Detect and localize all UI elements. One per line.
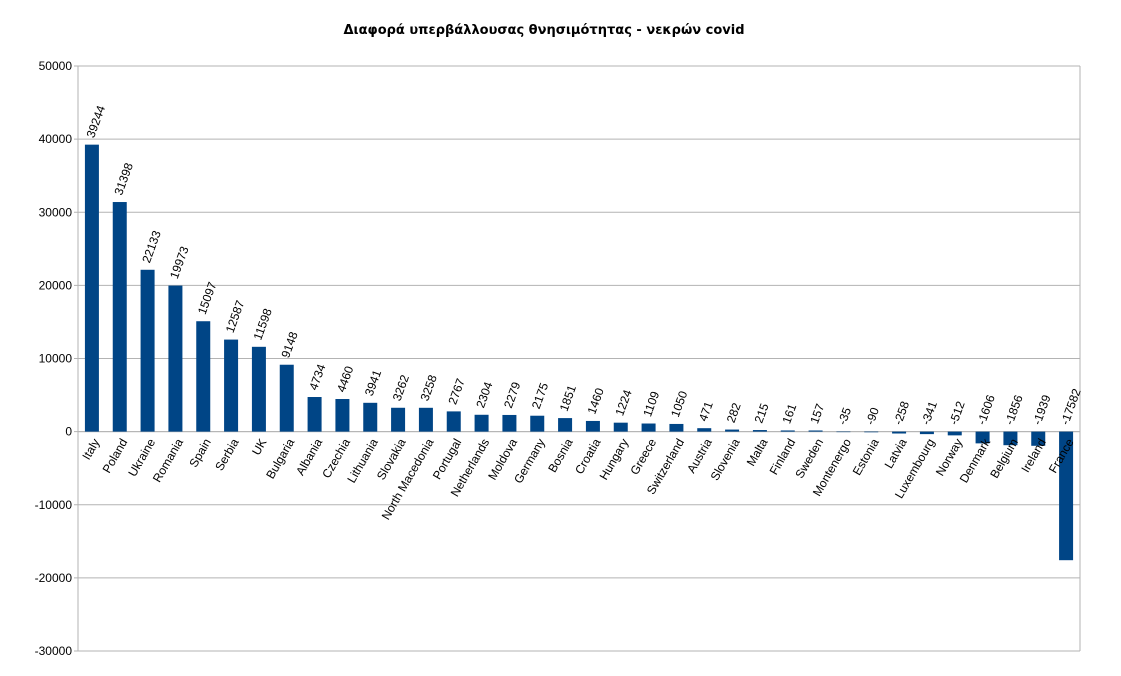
bar — [836, 431, 851, 433]
bar — [112, 202, 127, 432]
bar — [363, 402, 378, 432]
data-label: 19973 — [167, 244, 192, 280]
bar — [669, 423, 684, 432]
bar — [502, 414, 517, 432]
bar — [975, 431, 990, 444]
y-tick-label: 40000 — [39, 132, 73, 146]
bar — [279, 364, 294, 432]
data-label: 157 — [807, 402, 827, 426]
bar — [641, 423, 656, 432]
data-label: 1224 — [612, 388, 634, 418]
data-label: -35 — [835, 405, 854, 426]
data-label: 2767 — [445, 376, 467, 406]
data-label: -90 — [863, 405, 882, 426]
data-label: 2279 — [501, 380, 523, 410]
data-label: 3262 — [390, 373, 412, 403]
bar — [947, 431, 962, 436]
data-label: 3258 — [418, 373, 440, 403]
x-tick-label: Spain — [186, 436, 213, 470]
data-label: -341 — [919, 399, 940, 427]
bar — [446, 411, 461, 432]
bar — [558, 418, 573, 432]
data-label: 39244 — [84, 103, 109, 139]
data-label: -1856 — [1002, 393, 1026, 427]
x-tick-label: Italy — [79, 436, 102, 462]
data-label: 22133 — [139, 228, 164, 264]
bar — [168, 285, 183, 432]
data-label: -258 — [891, 399, 912, 427]
data-label: 1109 — [640, 389, 662, 418]
bar — [864, 431, 879, 433]
data-label: 1460 — [585, 386, 607, 416]
x-tick-label: Serbia — [212, 436, 242, 473]
y-axis: 50000 40000 30000 20000 10000 0 -10000 -20000 -3… — [35, 59, 1081, 658]
bar — [780, 430, 795, 432]
data-label: 471 — [696, 399, 716, 423]
x-tick-label: UK — [249, 436, 269, 457]
bar — [1031, 431, 1046, 446]
bar — [808, 430, 823, 432]
y-tick-label: 0 — [65, 425, 72, 439]
data-label: 11598 — [251, 306, 275, 342]
x-tick-label: Latvia — [882, 436, 910, 471]
data-label: 1851 — [557, 383, 579, 413]
bar — [307, 397, 322, 432]
bar — [474, 414, 489, 432]
bar — [140, 269, 155, 432]
data-label: 31398 — [111, 161, 136, 197]
bar — [530, 415, 545, 432]
data-label: 2175 — [529, 381, 551, 411]
bar — [391, 407, 406, 432]
bar — [697, 428, 712, 432]
data-label: 282 — [724, 401, 744, 425]
y-tick-label: -20000 — [35, 571, 73, 585]
x-tick-label: Ireland — [1018, 436, 1048, 475]
data-label: -1606 — [974, 393, 998, 427]
bar — [335, 399, 350, 432]
y-tick-label: 10000 — [39, 352, 73, 366]
y-tick-label: 50000 — [39, 59, 73, 73]
data-label: 2304 — [473, 380, 495, 410]
bar — [892, 431, 907, 434]
data-label: 161 — [779, 402, 799, 426]
gridlines — [78, 65, 1080, 652]
bar — [418, 407, 433, 432]
bar — [224, 339, 239, 432]
bar — [919, 431, 934, 435]
x-tick-label: Estonia — [850, 436, 882, 478]
data-label: 3941 — [362, 368, 384, 398]
y-tick-label: 30000 — [39, 205, 73, 219]
data-label: 1050 — [668, 389, 690, 419]
bar — [1003, 431, 1018, 446]
bar — [1059, 431, 1074, 561]
data-label: 9148 — [278, 330, 300, 360]
data-label: -1939 — [1030, 393, 1054, 427]
bars — [84, 144, 1074, 561]
bar — [752, 430, 767, 432]
chart-title: Διαφορά υπερβάλλουσας θνησιμότητας - νεκ… — [343, 23, 745, 38]
bar — [585, 420, 600, 432]
bar — [725, 429, 740, 432]
bar — [613, 422, 628, 432]
data-label: 4460 — [334, 364, 356, 394]
bar — [196, 321, 211, 432]
bar — [251, 346, 266, 432]
x-tick-label: Malta — [744, 436, 771, 469]
y-tick-label: -10000 — [35, 498, 73, 512]
y-tick-label: 20000 — [39, 278, 73, 292]
bar — [84, 144, 99, 432]
data-label: 215 — [752, 401, 772, 425]
data-label: -512 — [946, 399, 967, 427]
data-label: 12587 — [223, 298, 248, 334]
data-label: 4734 — [306, 362, 328, 392]
y-tick-label: -30000 — [35, 644, 73, 658]
